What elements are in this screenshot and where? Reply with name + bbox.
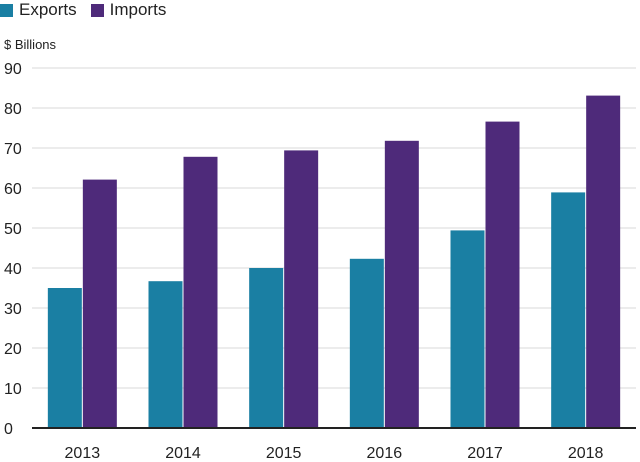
legend-label-exports: Exports (19, 0, 77, 19)
y-tick-label-90: 90 (4, 61, 22, 78)
x-tick-label-2014: 2014 (165, 445, 201, 462)
bar-exports-2015 (249, 268, 284, 428)
bar-exports-2014 (148, 281, 183, 428)
y-tick-label-20: 20 (4, 341, 22, 358)
bar-imports-2016 (384, 140, 419, 429)
y-tick-label-70: 70 (4, 141, 22, 158)
legend-swatch-imports (90, 3, 104, 17)
x-tick-label-2015: 2015 (266, 445, 302, 462)
bar-imports-2014 (183, 156, 218, 429)
legend-swatch-exports (0, 3, 13, 17)
bar-exports-2018 (551, 192, 586, 428)
y-tick-label-50: 50 (4, 221, 22, 238)
legend-item-exports: Exports (0, 0, 77, 20)
x-tick-label-2017: 2017 (467, 445, 503, 462)
x-tick-label-2018: 2018 (568, 445, 604, 462)
legend-item-imports: Imports (90, 0, 167, 20)
bar-imports-2018 (586, 95, 621, 428)
bar-imports-2013 (82, 179, 117, 428)
y-tick-label-30: 30 (4, 301, 22, 318)
bar-exports-2017 (450, 230, 485, 428)
bar-imports-2015 (284, 150, 319, 428)
bar-exports-2016 (349, 258, 384, 428)
legend: Exports Imports (0, 0, 180, 20)
y-tick-label-80: 80 (4, 101, 22, 118)
y-tick-label-0: 0 (4, 421, 13, 438)
bar-imports-2017 (485, 121, 520, 428)
y-tick-label-60: 60 (4, 181, 22, 198)
legend-label-imports: Imports (109, 0, 167, 19)
y-axis-unit-label: $ Billions (4, 37, 57, 52)
x-tick-label-2013: 2013 (65, 445, 101, 462)
y-tick-label-10: 10 (4, 381, 22, 398)
y-tick-label-40: 40 (4, 261, 22, 278)
bar-exports-2013 (47, 288, 82, 428)
x-tick-label-2016: 2016 (367, 445, 403, 462)
